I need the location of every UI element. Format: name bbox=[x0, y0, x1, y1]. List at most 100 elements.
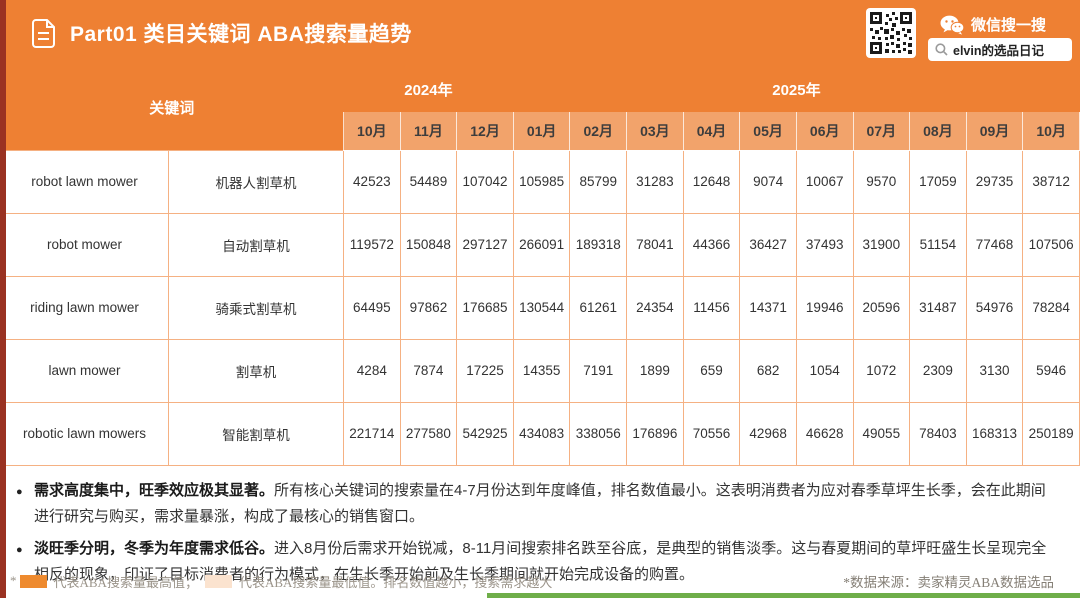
document-icon bbox=[30, 18, 57, 49]
qr-code bbox=[866, 8, 916, 58]
value-cell: 277580 bbox=[399, 401, 458, 466]
color-legend: * 代表ABA搜索量最高值； 代表ABA搜索量最低值。排名数值越小，搜索需求越大 bbox=[10, 572, 552, 591]
month-header-cell: 03月 bbox=[626, 112, 684, 151]
value-cell: 44366 bbox=[682, 212, 741, 277]
keyword-cn-cell: 自动割草机 bbox=[167, 212, 345, 277]
table-row: robot lawn mower 机器人割草机 42523 54489 107042 10… bbox=[0, 149, 1080, 214]
value-cell: 1072 bbox=[852, 338, 911, 403]
value-cell: 17059 bbox=[909, 149, 967, 214]
wechat-icon bbox=[940, 15, 964, 35]
value-cell: 11456 bbox=[682, 275, 741, 340]
value-cell: 176685 bbox=[456, 275, 514, 340]
search-icon bbox=[935, 43, 948, 56]
year-group-header: 2025年 bbox=[513, 66, 1080, 112]
value-cell: 176896 bbox=[626, 401, 684, 466]
value-cell: 17225 bbox=[456, 338, 514, 403]
value-cell: 7874 bbox=[399, 338, 458, 403]
value-cell: 77468 bbox=[965, 212, 1024, 277]
value-cell: 14355 bbox=[512, 338, 571, 403]
table-row: lawn mower 割草机 4284 7874 17225 14355 7191 1899 6… bbox=[0, 338, 1080, 403]
month-header-cell: 05月 bbox=[739, 112, 797, 151]
value-cell: 9570 bbox=[852, 149, 911, 214]
table-row: robotic lawn mowers 智能割草机 221714 277580 5429… bbox=[0, 401, 1080, 466]
month-header-cell: 10月 bbox=[1022, 112, 1080, 151]
value-cell: 338056 bbox=[569, 401, 628, 466]
keyword-en-cell: robot mower bbox=[0, 212, 169, 277]
month-header-cell: 10月 bbox=[343, 112, 401, 151]
keyword-cn-cell: 智能割草机 bbox=[167, 401, 345, 466]
value-cell: 1899 bbox=[626, 338, 684, 403]
value-cell: 51154 bbox=[909, 212, 967, 277]
footer: * 代表ABA搜索量最高值； 代表ABA搜索量最低值。排名数值越小，搜索需求越大… bbox=[0, 571, 1080, 591]
value-cell: 189318 bbox=[569, 212, 628, 277]
value-cell: 105985 bbox=[512, 149, 571, 214]
keyword-en-cell: robotic lawn mowers bbox=[0, 401, 169, 466]
bullet-icon: ● bbox=[16, 543, 23, 556]
value-cell: 130544 bbox=[512, 275, 571, 340]
value-cell: 9074 bbox=[739, 149, 797, 214]
value-cell: 31283 bbox=[626, 149, 684, 214]
month-header-row: 10月 11月 12月 01月 02月 03月 04月 05月 06月 07月 08月 09月 10月 bbox=[1, 112, 1080, 151]
year-header-row: 关键词 2024年 2025年 bbox=[0, 66, 1080, 150]
data-source-note: *数据来源：卖家精灵ABA数据选品 bbox=[843, 575, 1054, 590]
insight-item: ● 需求高度集中，旺季效应极其显著。所有核心关键词的搜索量在4-7月份达到年度峰值… bbox=[14, 478, 1054, 530]
keyword-en-cell: riding lawn mower bbox=[0, 275, 169, 340]
value-cell: 542925 bbox=[456, 401, 514, 466]
value-cell: 42523 bbox=[343, 149, 401, 214]
month-header-cell: 04月 bbox=[682, 112, 741, 151]
value-cell: 78403 bbox=[909, 401, 967, 466]
value-cell: 31487 bbox=[909, 275, 967, 340]
value-cell: 46628 bbox=[795, 401, 854, 466]
search-input[interactable] bbox=[953, 42, 1063, 57]
value-cell: 42968 bbox=[739, 401, 797, 466]
insight-text: 所有核心关键词的搜索量在4-7月份达到年度峰值，排名数值最小。这表明消费者为应对… bbox=[34, 481, 1046, 525]
value-cell: 54976 bbox=[965, 275, 1024, 340]
value-cell: 29735 bbox=[965, 149, 1024, 214]
value-cell: 61261 bbox=[569, 275, 628, 340]
month-header-cell: 09月 bbox=[965, 112, 1024, 151]
insight-text: 进入8月份后需求开始锐减，8-11月间搜索排名跌至谷底，是典型的销售淡季。这与春… bbox=[34, 539, 1047, 583]
value-cell: 78041 bbox=[626, 212, 684, 277]
value-cell: 97862 bbox=[399, 275, 458, 340]
value-cell: 64495 bbox=[343, 275, 401, 340]
month-header-cell: 01月 bbox=[512, 112, 571, 151]
value-cell: 107506 bbox=[1022, 212, 1080, 277]
value-cell: 659 bbox=[682, 338, 741, 403]
value-cell: 4284 bbox=[343, 338, 401, 403]
keyword-en-cell: robot lawn mower bbox=[0, 149, 169, 214]
page-title: Part01 类目关键词 ABA搜索量趋势 bbox=[70, 23, 412, 46]
month-header-cell: 06月 bbox=[795, 112, 854, 151]
keyword-en-cell: lawn mower bbox=[0, 338, 169, 403]
insights-section: ● 需求高度集中，旺季效应极其显著。所有核心关键词的搜索量在4-7月份达到年度峰值… bbox=[0, 466, 1080, 588]
value-cell: 7191 bbox=[569, 338, 628, 403]
value-cell: 12648 bbox=[682, 149, 741, 214]
page-left-border bbox=[0, 0, 6, 598]
value-cell: 36427 bbox=[739, 212, 797, 277]
value-cell: 434083 bbox=[512, 401, 571, 466]
peak-swatch bbox=[19, 574, 47, 588]
value-cell: 20596 bbox=[852, 275, 911, 340]
value-cell: 266091 bbox=[512, 212, 571, 277]
value-cell: 3130 bbox=[965, 338, 1024, 403]
value-cell: 49055 bbox=[852, 401, 911, 466]
value-cell: 682 bbox=[739, 338, 797, 403]
value-cell: 2309 bbox=[909, 338, 967, 403]
value-cell: 38712 bbox=[1022, 149, 1080, 214]
value-cell: 297127 bbox=[456, 212, 514, 277]
month-header-cell: 02月 bbox=[569, 112, 628, 151]
value-cell: 14371 bbox=[739, 275, 797, 340]
table-row: robot mower 自动割草机 119572 150848 297127 266091… bbox=[0, 212, 1080, 277]
value-cell: 107042 bbox=[456, 149, 514, 214]
legend-star: * bbox=[10, 573, 17, 588]
legend-low-label: 代表ABA搜索量最低值。排名数值越小，搜索需求越大 bbox=[238, 574, 553, 590]
month-header-cell: 07月 bbox=[852, 112, 911, 151]
value-cell: 54489 bbox=[399, 149, 458, 214]
value-cell: 5946 bbox=[1022, 338, 1080, 403]
value-cell: 150848 bbox=[399, 212, 458, 277]
header-banner: Part01 类目关键词 ABA搜索量趋势 bbox=[0, 0, 1080, 66]
value-cell: 24354 bbox=[626, 275, 684, 340]
search-box[interactable] bbox=[928, 38, 1072, 61]
value-cell: 168313 bbox=[965, 401, 1024, 466]
month-header-cell: 08月 bbox=[909, 112, 967, 151]
wechat-search-label: 微信搜一搜 bbox=[970, 17, 1046, 34]
